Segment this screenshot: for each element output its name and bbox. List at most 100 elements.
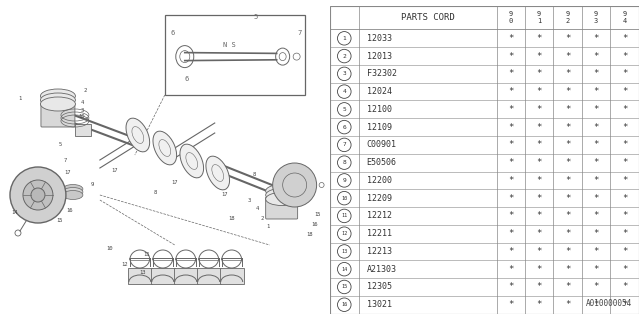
Text: *: * bbox=[565, 158, 570, 167]
Text: 4: 4 bbox=[80, 100, 84, 106]
Text: 1: 1 bbox=[19, 95, 22, 100]
Text: 3: 3 bbox=[80, 108, 84, 113]
Text: 12211: 12211 bbox=[367, 229, 392, 238]
Text: A010000054: A010000054 bbox=[586, 299, 632, 308]
Text: 5: 5 bbox=[58, 142, 61, 148]
Text: *: * bbox=[508, 212, 513, 220]
Text: 12: 12 bbox=[341, 231, 348, 236]
Text: *: * bbox=[536, 265, 542, 274]
Text: A21303: A21303 bbox=[367, 265, 397, 274]
Text: *: * bbox=[536, 212, 542, 220]
Text: *: * bbox=[508, 283, 513, 292]
Text: *: * bbox=[593, 123, 599, 132]
Text: 12033: 12033 bbox=[367, 34, 392, 43]
Text: *: * bbox=[622, 176, 627, 185]
Text: *: * bbox=[593, 105, 599, 114]
Text: *: * bbox=[508, 105, 513, 114]
Ellipse shape bbox=[40, 97, 76, 111]
Text: *: * bbox=[565, 69, 570, 78]
Text: 1: 1 bbox=[342, 36, 346, 41]
Text: 9: 9 bbox=[342, 178, 346, 183]
Ellipse shape bbox=[180, 144, 204, 178]
Text: 13: 13 bbox=[341, 249, 348, 254]
Text: 13021: 13021 bbox=[367, 300, 392, 309]
Text: 3: 3 bbox=[248, 197, 252, 203]
Text: N S: N S bbox=[223, 42, 236, 48]
Text: *: * bbox=[622, 140, 627, 149]
Text: 10: 10 bbox=[79, 115, 85, 119]
Text: *: * bbox=[565, 123, 570, 132]
Text: *: * bbox=[593, 52, 599, 60]
Text: 4: 4 bbox=[342, 89, 346, 94]
Text: *: * bbox=[565, 212, 570, 220]
Text: 16: 16 bbox=[312, 221, 318, 227]
Ellipse shape bbox=[63, 190, 83, 199]
Bar bbox=[151, 268, 175, 284]
Text: *: * bbox=[536, 176, 542, 185]
Text: *: * bbox=[508, 300, 513, 309]
Text: *: * bbox=[622, 52, 627, 60]
Text: *: * bbox=[536, 247, 542, 256]
Text: E50506: E50506 bbox=[367, 158, 397, 167]
Ellipse shape bbox=[63, 185, 83, 194]
Text: 18: 18 bbox=[307, 233, 313, 237]
Text: *: * bbox=[508, 140, 513, 149]
Text: 11: 11 bbox=[143, 252, 150, 258]
FancyBboxPatch shape bbox=[41, 103, 75, 127]
Text: 12013: 12013 bbox=[367, 52, 392, 60]
Text: *: * bbox=[622, 265, 627, 274]
Text: *: * bbox=[508, 69, 513, 78]
Text: 2: 2 bbox=[260, 215, 263, 220]
Text: *: * bbox=[536, 105, 542, 114]
Text: *: * bbox=[508, 176, 513, 185]
Text: *: * bbox=[508, 52, 513, 60]
Text: 5: 5 bbox=[342, 107, 346, 112]
Text: 14: 14 bbox=[12, 210, 18, 214]
Bar bbox=[174, 268, 198, 284]
Text: 12305: 12305 bbox=[367, 283, 392, 292]
Text: 6: 6 bbox=[342, 124, 346, 130]
Text: 12109: 12109 bbox=[367, 123, 392, 132]
Text: *: * bbox=[565, 140, 570, 149]
Text: 17: 17 bbox=[172, 180, 178, 186]
Text: 16: 16 bbox=[67, 207, 73, 212]
Text: 5: 5 bbox=[253, 14, 258, 20]
Text: 12200: 12200 bbox=[367, 176, 392, 185]
Text: 17: 17 bbox=[111, 167, 118, 172]
Ellipse shape bbox=[10, 167, 66, 223]
Text: 12213: 12213 bbox=[367, 247, 392, 256]
Text: 8: 8 bbox=[253, 172, 256, 178]
Text: *: * bbox=[536, 194, 542, 203]
Text: *: * bbox=[536, 283, 542, 292]
Text: *: * bbox=[565, 87, 570, 96]
Ellipse shape bbox=[40, 93, 76, 107]
Text: *: * bbox=[622, 229, 627, 238]
Text: *: * bbox=[593, 247, 599, 256]
Ellipse shape bbox=[40, 89, 76, 103]
Text: 15: 15 bbox=[341, 284, 348, 290]
Ellipse shape bbox=[31, 188, 45, 202]
Text: *: * bbox=[593, 265, 599, 274]
Ellipse shape bbox=[206, 156, 230, 190]
Text: *: * bbox=[622, 69, 627, 78]
Text: *: * bbox=[622, 105, 627, 114]
Text: *: * bbox=[565, 194, 570, 203]
Ellipse shape bbox=[23, 180, 53, 210]
Text: 6: 6 bbox=[171, 30, 175, 36]
Text: *: * bbox=[536, 140, 542, 149]
Text: *: * bbox=[508, 34, 513, 43]
Text: *: * bbox=[536, 87, 542, 96]
Bar bbox=[75, 124, 91, 136]
Text: 11: 11 bbox=[341, 213, 348, 219]
Text: *: * bbox=[536, 158, 542, 167]
Text: 1: 1 bbox=[266, 223, 269, 228]
Text: 9: 9 bbox=[90, 182, 93, 188]
Text: 17: 17 bbox=[221, 193, 228, 197]
Text: C00901: C00901 bbox=[367, 140, 397, 149]
Text: *: * bbox=[536, 300, 542, 309]
Ellipse shape bbox=[266, 193, 298, 205]
Text: *: * bbox=[565, 247, 570, 256]
Text: 14: 14 bbox=[341, 267, 348, 272]
Bar bbox=[220, 268, 244, 284]
Text: *: * bbox=[593, 69, 599, 78]
